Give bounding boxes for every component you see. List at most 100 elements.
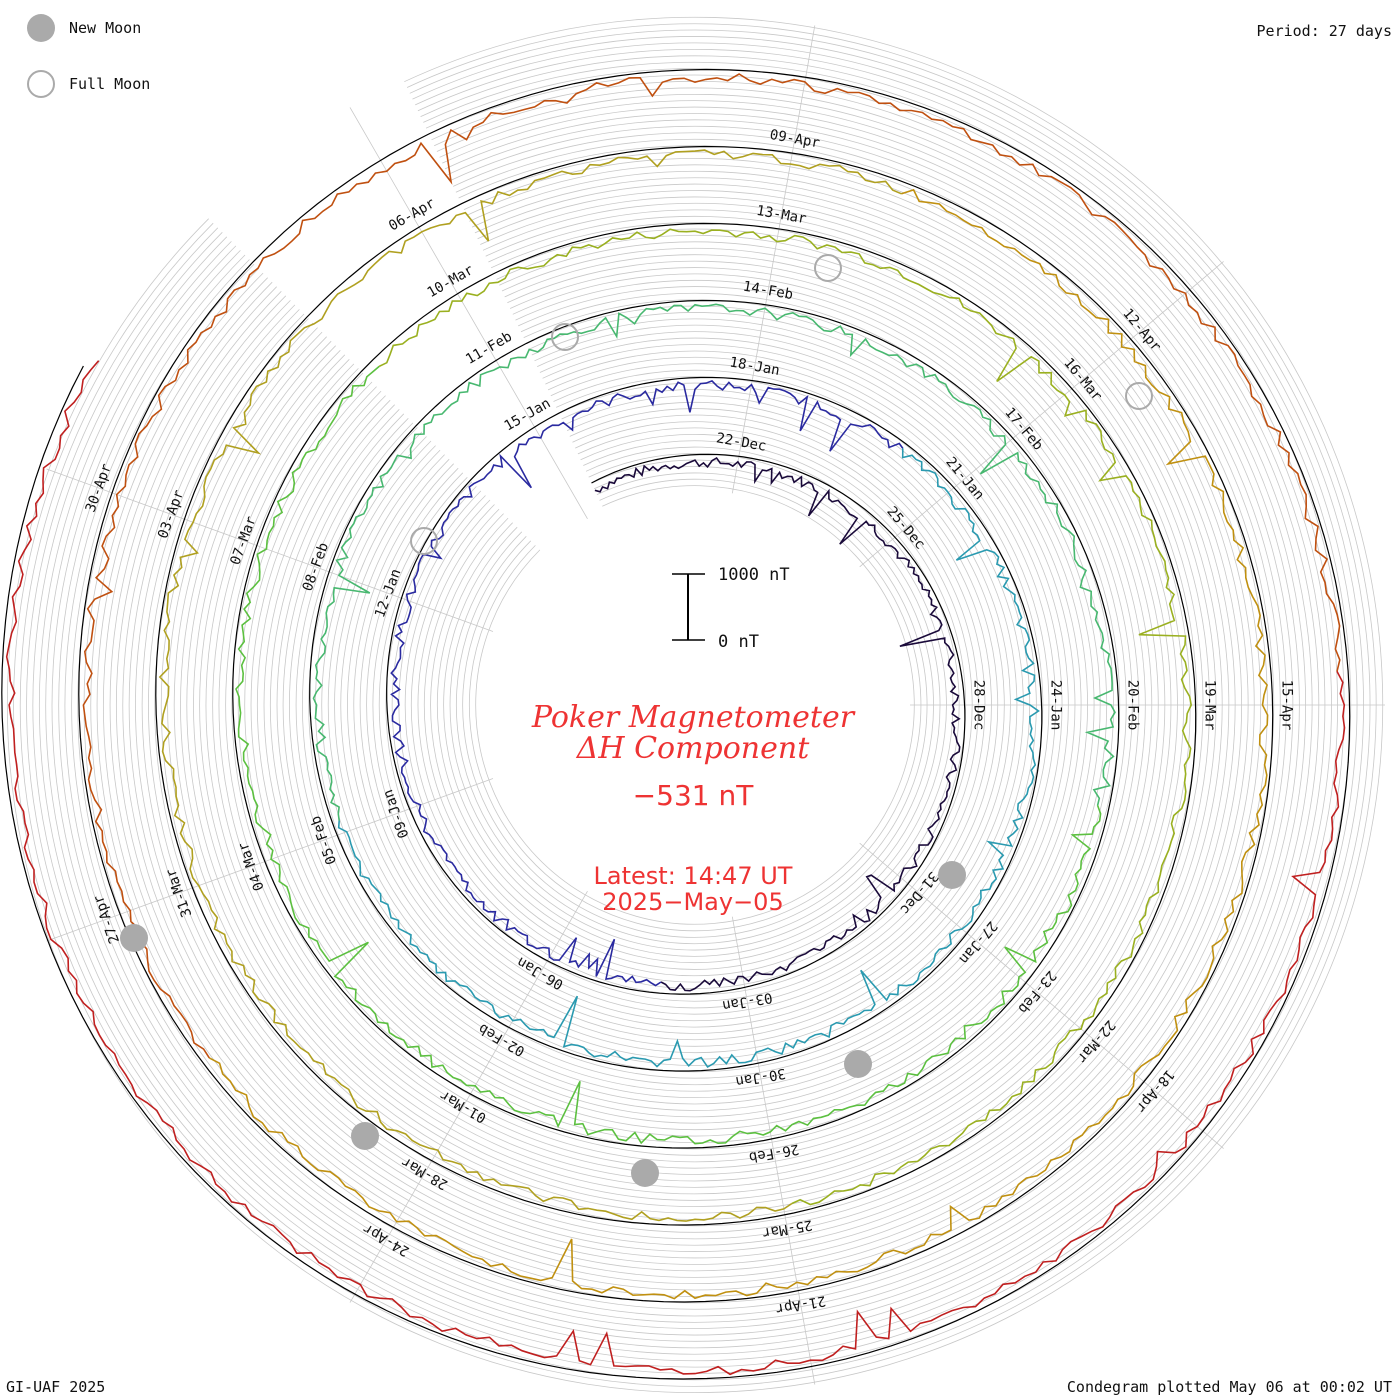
grid-arc — [334, 344, 1056, 1066]
trace-segment — [5, 360, 1346, 1376]
grid-spoke — [46, 468, 494, 632]
scale-bottom-label: 0 nT — [718, 632, 759, 652]
legend-new-moon: New Moon — [27, 14, 141, 42]
grid-arc — [64, 74, 1326, 1336]
grid-arc — [462, 472, 928, 938]
date-label: 26-Feb — [748, 1141, 801, 1166]
full-moon-icon — [27, 70, 55, 98]
grid-arc — [154, 164, 1236, 1246]
new-moon-marker — [120, 924, 148, 952]
date-label: 19-Mar — [1202, 680, 1218, 731]
grid-arc — [353, 363, 1037, 1047]
grid-arc — [193, 202, 1198, 1207]
grid-arc — [288, 299, 1101, 1111]
grid-arc — [417, 427, 973, 983]
grid-spoke — [349, 890, 588, 1303]
new-moon-marker — [844, 1050, 872, 1078]
full-moon-marker — [1125, 382, 1153, 410]
new-moon-icon — [27, 14, 55, 42]
date-label: 11-Feb — [463, 329, 515, 368]
grid-arc — [122, 132, 1268, 1278]
grid-arc — [237, 247, 1153, 1163]
grid-arc — [115, 125, 1275, 1285]
current-value: −531 nT — [633, 779, 755, 812]
grid-arc — [385, 395, 1005, 1015]
new-moon-marker — [351, 1122, 379, 1150]
date-label: 10-Mar — [425, 262, 477, 301]
date-label: 17-Feb — [1001, 405, 1046, 454]
grid-arc — [263, 273, 1127, 1137]
scale-bar: 1000 nT 0 nT — [672, 565, 790, 652]
grid-arc — [51, 61, 1338, 1349]
grid-arc — [45, 55, 1345, 1355]
trace-segment — [208, 188, 1269, 1300]
legend-full-moon: Full Moon — [27, 70, 150, 98]
date-label: 18-Apr — [1132, 1066, 1177, 1115]
footer-plot-time: Condegram plotted May 06 at 00:02 UT — [1066, 1378, 1392, 1396]
trace-segment — [337, 448, 1040, 1068]
grid-arc — [19, 29, 1371, 1381]
grid-arc — [32, 42, 1358, 1368]
grid-arc — [96, 106, 1294, 1304]
grid-arc — [77, 87, 1313, 1323]
grid-arc — [231, 241, 1159, 1169]
date-label: 24-Apr — [360, 1220, 412, 1259]
grid-arc — [282, 292, 1108, 1118]
grid-spoke — [859, 261, 1224, 568]
grid-arc — [302, 312, 1088, 1098]
grid-arc — [327, 337, 1063, 1073]
full-moon-marker — [551, 323, 579, 351]
grid-spoke — [349, 107, 588, 520]
grid-arc — [148, 157, 1242, 1252]
grid-arc — [308, 318, 1082, 1092]
grid-spoke — [46, 778, 494, 942]
grid-arc — [378, 389, 1011, 1022]
full-moon-marker — [410, 527, 438, 555]
data-traces — [5, 73, 1346, 1376]
latest-date: 2025−May−05 — [602, 888, 783, 916]
grid-spoke — [731, 916, 816, 1385]
grid-arc — [173, 183, 1217, 1227]
grid-arc — [315, 324, 1076, 1086]
trace-segment — [594, 456, 961, 992]
grid-arc — [128, 138, 1262, 1272]
grid-arc — [256, 267, 1133, 1143]
grid-arc — [186, 196, 1204, 1214]
date-label: 28-Dec — [971, 680, 987, 731]
grid-arc — [423, 433, 967, 977]
grid-arc — [205, 215, 1184, 1195]
latest-time: Latest: 14:47 UT — [594, 862, 793, 890]
grid-arc — [398, 408, 992, 1002]
date-label: 06-Jan — [514, 953, 566, 992]
grid-arc — [468, 478, 922, 932]
grid-arc — [141, 151, 1249, 1259]
date-label: 02-Feb — [476, 1020, 528, 1059]
footer-credit: GI-UAF 2025 — [6, 1378, 106, 1396]
grid-arc — [347, 356, 1044, 1054]
grid-arc — [276, 286, 1114, 1124]
grid-arc — [475, 485, 915, 925]
date-label: 30-Jan — [734, 1065, 787, 1090]
trace-segment — [312, 303, 1116, 821]
grid-arc — [58, 68, 1332, 1342]
grid-arcs — [6, 16, 1385, 1394]
grid-spoke — [731, 25, 816, 494]
grid-arc — [6, 16, 1384, 1394]
grid-arc — [218, 228, 1172, 1182]
baseline-spiral — [1, 68, 1351, 1380]
trace-segment — [82, 73, 1341, 1059]
grid-arc — [436, 446, 954, 964]
date-label: 31-Dec — [896, 868, 941, 917]
trace-segment — [235, 365, 1102, 1145]
grid-arc — [212, 222, 1178, 1188]
grid-arc — [109, 119, 1281, 1291]
grid-arc — [430, 440, 960, 970]
chart-title-line2: ΔH Component — [576, 731, 810, 766]
grid-arc — [443, 453, 947, 957]
date-label: 25-Mar — [761, 1216, 814, 1241]
grid-arc — [90, 100, 1300, 1310]
scale-top-label: 1000 nT — [718, 565, 790, 585]
grid-arc — [250, 260, 1140, 1150]
grid-arc — [225, 234, 1166, 1175]
new-moon-marker — [631, 1159, 659, 1187]
